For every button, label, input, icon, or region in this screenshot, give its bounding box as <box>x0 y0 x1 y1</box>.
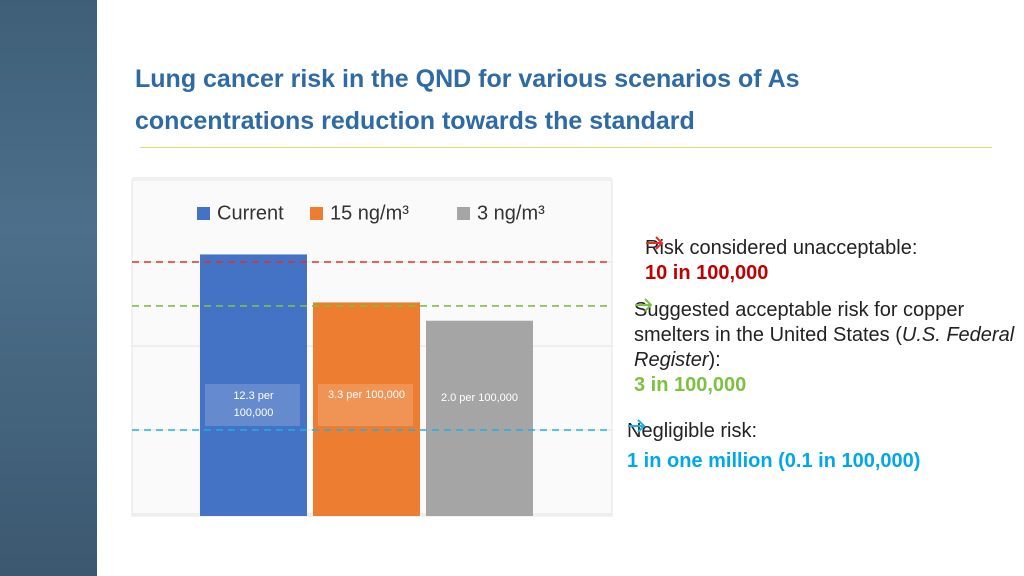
note-text: Suggested acceptable risk for copper sme… <box>634 299 965 346</box>
note-text: U.S. Federal Register <box>634 324 1015 371</box>
note-highlight: 3 in 100,000 <box>634 374 747 396</box>
note: Negligible risk: 1 in one million (0.1 i… <box>627 419 1017 474</box>
note-highlight: 10 in 100,000 <box>645 262 769 284</box>
value-label: 3.3 per 100,000 <box>327 389 406 401</box>
title-rule <box>140 147 992 148</box>
note: Suggested acceptable risk for copper sme… <box>634 298 1019 398</box>
note-text: Risk considered unacceptable: <box>645 237 918 259</box>
legend-swatch <box>197 207 210 220</box>
value-label-box <box>205 384 300 426</box>
legend-label: 15 ng/m³ <box>330 202 409 224</box>
bar <box>426 320 533 516</box>
arrow-icon <box>635 298 653 312</box>
slide-title: Lung cancer risk in the QND for various … <box>135 65 800 135</box>
arrow-icon <box>646 236 664 250</box>
bar <box>200 254 307 516</box>
bar <box>313 302 420 516</box>
value-label: 12.3 per 100,000 <box>233 390 274 419</box>
note: Risk considered unacceptable: 10 in 100,… <box>645 236 1005 286</box>
note-text: ): <box>708 349 721 371</box>
legend-swatch <box>457 207 470 220</box>
value-label-box <box>318 384 413 426</box>
note-highlight: 1 in one million (0.1 in 100,000) <box>627 450 921 472</box>
side-panel <box>0 0 97 576</box>
legend-label: 3 ng/m³ <box>477 202 545 224</box>
legend-label: Current <box>217 202 284 224</box>
note-text: Negligible risk: <box>627 420 758 442</box>
legend-swatch <box>310 207 323 220</box>
arrow-icon <box>628 419 646 433</box>
value-label: 2.0 per 100,000 <box>440 392 519 404</box>
